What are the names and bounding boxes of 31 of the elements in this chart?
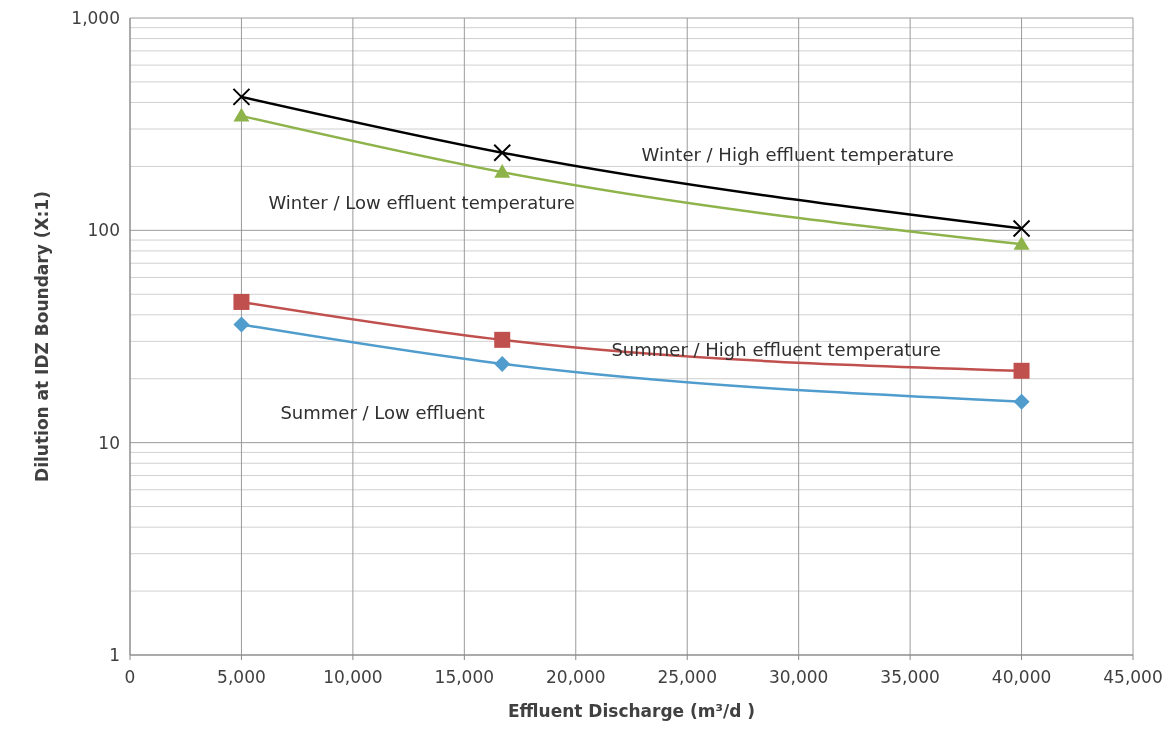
point bbox=[233, 316, 250, 333]
x-axis-title: Effluent Discharge (m³/d ) bbox=[507, 701, 756, 721]
point bbox=[1013, 236, 1030, 250]
x-tick-label: 25,000 bbox=[657, 667, 717, 687]
point bbox=[1012, 219, 1031, 238]
point bbox=[493, 143, 512, 162]
x-tick-label: 30,000 bbox=[768, 667, 829, 687]
x-tick-label: 40,000 bbox=[991, 667, 1052, 687]
y-axis-title: Dilution at IDZ Boundary (X:1) bbox=[32, 191, 52, 482]
point bbox=[494, 331, 511, 348]
annotation: Summer / Low effluent bbox=[280, 402, 485, 424]
x-tick-label: 35,000 bbox=[880, 667, 940, 687]
x-tick-label: 15,000 bbox=[434, 667, 495, 687]
x-tick-label: 5,000 bbox=[217, 667, 266, 687]
y-tick-label: 1 bbox=[109, 645, 120, 665]
point bbox=[232, 87, 251, 106]
annotation: Winter / Low effluent temperature bbox=[268, 192, 575, 214]
x-tick-label: 10,000 bbox=[323, 667, 383, 687]
point bbox=[494, 164, 511, 178]
x-tick-label: 20,000 bbox=[546, 667, 606, 687]
y-tick-label: 1,000 bbox=[71, 8, 120, 28]
y-tick-label: 10 bbox=[98, 432, 120, 453]
point bbox=[233, 293, 250, 310]
point bbox=[494, 355, 511, 372]
y-tick-label: 100 bbox=[87, 220, 120, 241]
annotation: Winter / High effluent temperature bbox=[641, 144, 954, 166]
x-tick-label: 0 bbox=[124, 667, 136, 687]
point bbox=[233, 107, 250, 122]
x-tick-label: 45,000 bbox=[1103, 667, 1163, 687]
point bbox=[1013, 362, 1030, 379]
point bbox=[1013, 393, 1030, 410]
